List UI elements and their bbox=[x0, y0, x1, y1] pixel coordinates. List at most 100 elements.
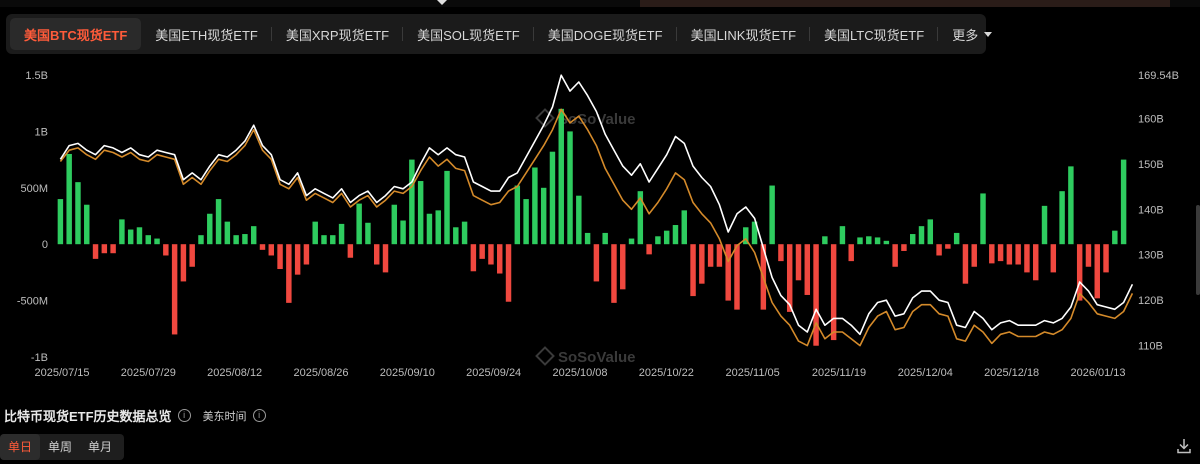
inflow-bar bbox=[400, 220, 406, 245]
outflow-bar bbox=[620, 244, 626, 290]
outflow-bar bbox=[936, 244, 942, 256]
inflow-bar bbox=[769, 185, 775, 245]
inflow-bar bbox=[453, 227, 459, 245]
outflow-bar bbox=[488, 244, 494, 265]
inflow-bar bbox=[857, 237, 863, 245]
inflow-bar bbox=[426, 213, 433, 245]
tab-eth-spot-etf[interactable]: 美国ETH现货ETF bbox=[141, 14, 272, 54]
outflow-bar bbox=[646, 244, 652, 255]
y-left-tick-label: 1.5B bbox=[25, 70, 48, 82]
inflow-bar bbox=[127, 229, 134, 245]
inflow-bar bbox=[417, 181, 424, 245]
outflow-bar bbox=[795, 244, 802, 281]
x-tick-label: 2025/10/08 bbox=[552, 367, 607, 379]
tab-link-spot-etf[interactable]: 美国LINK现货ETF bbox=[677, 14, 811, 54]
timezone-info-icon[interactable]: i bbox=[252, 409, 266, 422]
inflow-bar bbox=[576, 195, 582, 245]
period-button-0[interactable]: 单日 bbox=[0, 434, 41, 460]
tab-label: 美国LINK现货ETF bbox=[690, 27, 797, 43]
inflow-bar bbox=[584, 232, 591, 245]
x-tick-label: 2025/11/19 bbox=[812, 367, 866, 379]
outflow-bar bbox=[189, 244, 195, 267]
outflow-bar bbox=[373, 244, 380, 265]
inflow-bar bbox=[321, 235, 327, 245]
inflow-bar bbox=[953, 232, 960, 245]
period-button-2[interactable]: 单月 bbox=[88, 440, 113, 454]
net-assets-line-white bbox=[59, 74, 1134, 336]
y-right-tick-label: 169.54B bbox=[1138, 70, 1179, 82]
tab-divider bbox=[675, 27, 677, 41]
x-tick-label: 2025/12/18 bbox=[984, 367, 1039, 379]
scrollbar[interactable] bbox=[1196, 205, 1200, 295]
inflow-bar bbox=[681, 210, 687, 245]
outflow-bar bbox=[830, 244, 837, 341]
tab-btc-spot-etf[interactable]: 美国BTC现货ETF bbox=[10, 18, 142, 50]
outflow-bar bbox=[804, 244, 811, 295]
inflow-bar bbox=[1068, 166, 1074, 245]
outflow-bar bbox=[382, 244, 389, 273]
bar-series bbox=[57, 108, 1127, 346]
net-assets-line-orange bbox=[59, 108, 1134, 347]
inflow-bar bbox=[365, 222, 371, 245]
inflow-bar bbox=[409, 159, 415, 245]
inflow-bar bbox=[918, 226, 925, 245]
outflow-bar bbox=[848, 244, 854, 262]
inflow-bar bbox=[338, 223, 345, 245]
outflow-bar bbox=[725, 244, 731, 301]
inflow-bar bbox=[119, 219, 125, 245]
x-tick-label: 2025/09/10 bbox=[380, 367, 435, 379]
period-button-1[interactable]: 单周 bbox=[48, 440, 73, 454]
inflow-bar bbox=[628, 238, 635, 245]
download-icon[interactable] bbox=[1176, 438, 1192, 454]
inflow-bar bbox=[136, 227, 143, 245]
inflow-bar bbox=[330, 235, 336, 245]
tab-sol-spot-etf[interactable]: 美国SOL现货ETF bbox=[403, 14, 534, 54]
tab-ltc-spot-etf[interactable]: 美国LTC现货ETF bbox=[810, 14, 939, 54]
outflow-bar bbox=[1024, 244, 1030, 273]
tab-label: 美国BTC现货ETF bbox=[24, 27, 128, 43]
inflow-bar bbox=[567, 131, 573, 245]
inflow-bar bbox=[514, 185, 521, 245]
outflow-bar bbox=[268, 244, 275, 256]
tab-label: 美国LTC现货ETF bbox=[824, 27, 925, 43]
inflow-bar bbox=[927, 219, 934, 245]
x-tick-label: 2025/08/12 bbox=[207, 367, 262, 379]
outflow-bar bbox=[997, 244, 1004, 262]
inflow-bar bbox=[356, 203, 362, 245]
tab-label: 美国SOL现货ETF bbox=[417, 27, 520, 43]
inflow-bar bbox=[1059, 191, 1065, 245]
outflow-bar bbox=[303, 244, 310, 265]
history-overview-title: 比特币现货ETF历史数据总览 i 美东时间 i bbox=[4, 406, 266, 425]
outflow-bar bbox=[901, 244, 907, 251]
outflow-bar bbox=[110, 244, 116, 254]
outflow-bar bbox=[892, 244, 898, 267]
tab-divider bbox=[532, 27, 534, 41]
inflow-bar bbox=[312, 221, 318, 245]
y-axis-right: 169.54B 160B 150B 140B 130B 120B 110B bbox=[1138, 70, 1179, 353]
inflow-bar bbox=[532, 167, 538, 245]
outflow-bar bbox=[593, 244, 600, 282]
top-strip bbox=[0, 0, 1200, 7]
outflow-bar bbox=[101, 244, 108, 254]
info-icon[interactable]: i bbox=[177, 409, 191, 422]
outflow-bar bbox=[180, 244, 187, 282]
tab-doge-spot-etf[interactable]: 美国DOGE现货ETF bbox=[534, 14, 677, 54]
watermark-logo-icon bbox=[535, 346, 555, 366]
outflow-bar bbox=[505, 244, 512, 302]
outflow-bar bbox=[92, 244, 99, 259]
outflow-bar bbox=[1076, 244, 1083, 301]
inflow-bar bbox=[1120, 159, 1127, 245]
tab-xrp-spot-etf[interactable]: 美国XRP现货ETF bbox=[272, 14, 404, 54]
outflow-bar bbox=[707, 244, 714, 267]
more-tabs-button[interactable]: 更多 bbox=[938, 14, 1006, 54]
inflow-bar bbox=[980, 193, 986, 245]
y-right-tick-label: 120B bbox=[1138, 295, 1164, 307]
inflow-bar bbox=[663, 230, 670, 245]
y-left-tick-label: -500M bbox=[17, 296, 48, 308]
outflow-bar bbox=[778, 244, 784, 262]
tab-divider bbox=[937, 27, 939, 41]
inflow-bar bbox=[743, 227, 749, 245]
watermark-text: SoSoValue bbox=[558, 111, 636, 128]
inflow-bar bbox=[866, 236, 872, 245]
history-overview-label: 比特币现货ETF历史数据总览 bbox=[4, 409, 172, 424]
